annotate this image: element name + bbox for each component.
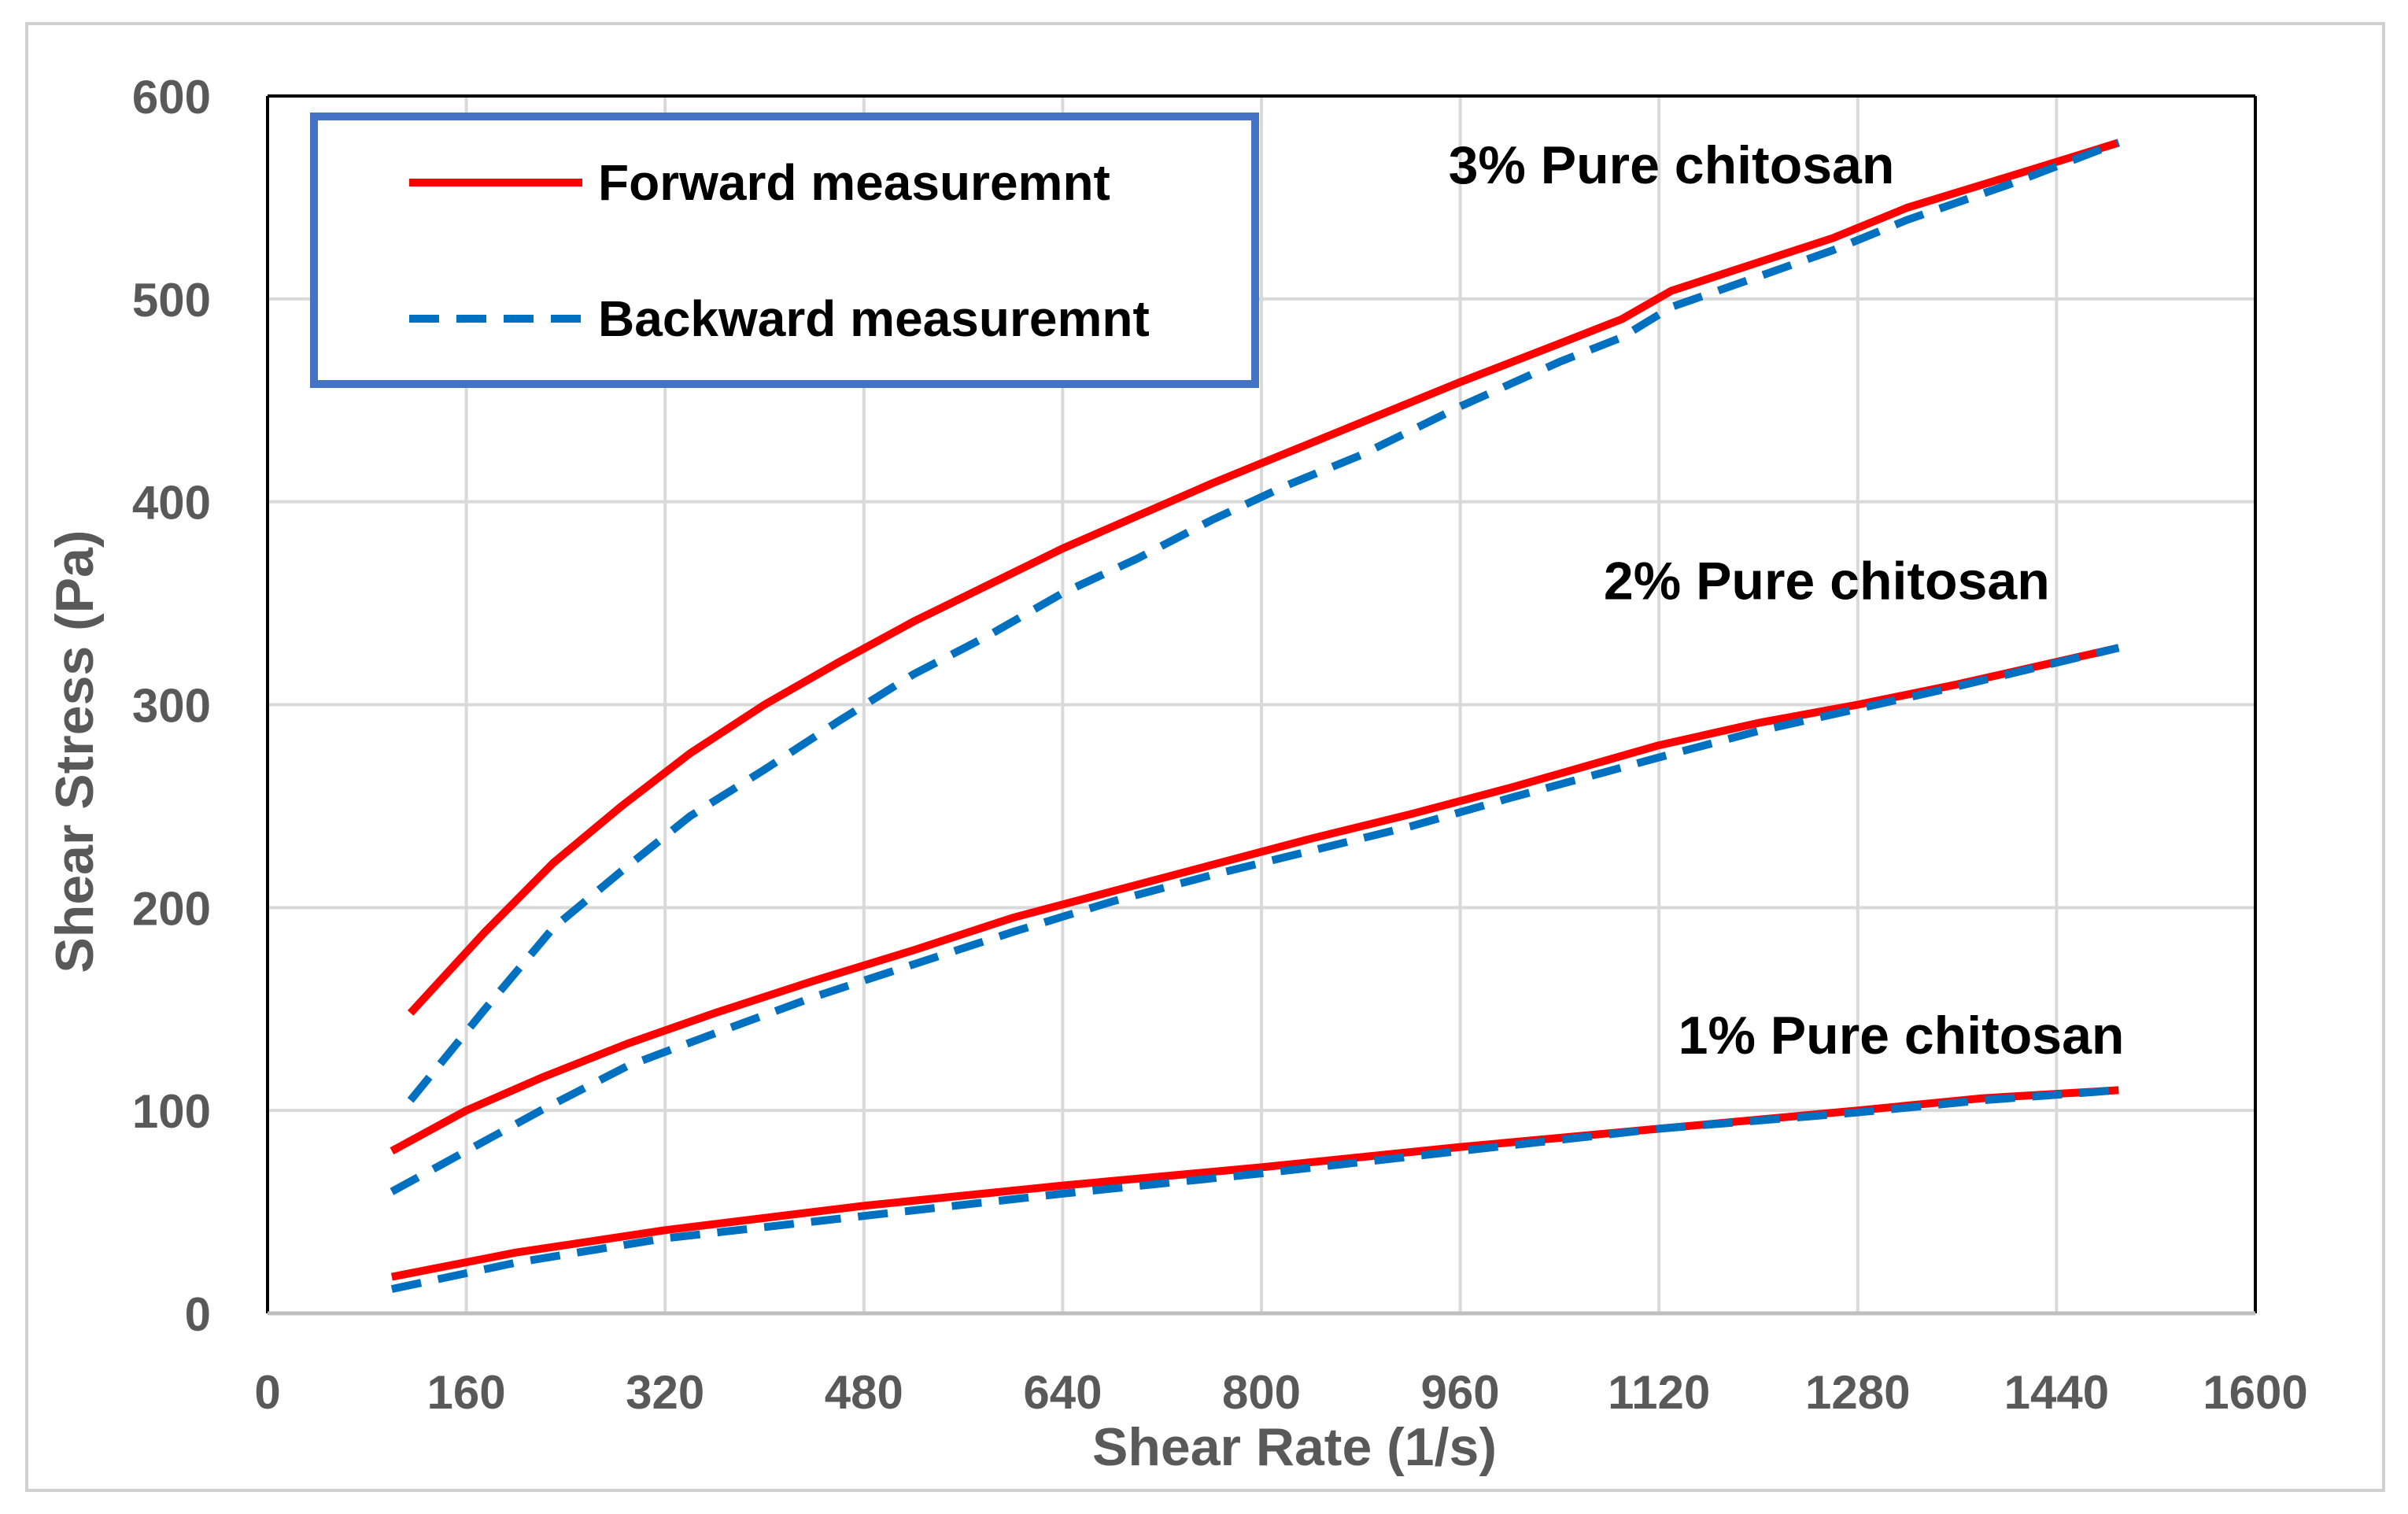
x-tick-label: 160: [427, 1366, 506, 1419]
y-tick-label: 100: [132, 1085, 211, 1138]
annotation-label: 3% Pure chitosan: [1449, 135, 1895, 195]
y-axis-title: Shear Stress (Pa): [45, 530, 105, 973]
y-tick-label: 600: [132, 71, 211, 124]
x-tick-label: 800: [1222, 1366, 1301, 1419]
legend: Forward measuremnt Backward measuremnt: [310, 113, 1259, 388]
series-line-3: [390, 644, 2120, 1195]
legend-box: [310, 113, 1259, 388]
y-tick-label: 400: [132, 477, 211, 530]
x-tick-label: 480: [825, 1366, 903, 1419]
y-tick-labels: 0 100 200 300 400 500 600: [132, 71, 211, 1341]
series-line-1: [407, 138, 2121, 1103]
x-tick-labels: 0 160 320 480 640 800 960 1120 1280 1440 1600: [254, 1366, 2307, 1419]
x-axis-title: Shear Rate (1/s): [1092, 1417, 1497, 1477]
x-tick-label: 0: [254, 1366, 280, 1419]
annotation-label: 2% Pure chitosan: [1604, 551, 2050, 611]
annotations: 3% Pure chitosan 2% Pure chitosan 1% Pure …: [1449, 135, 2125, 1065]
x-tick-label: 1600: [2203, 1366, 2307, 1419]
series-line-2: [390, 644, 2120, 1155]
y-tick-label: 500: [132, 274, 211, 327]
axes: [266, 94, 2257, 1316]
x-tick-label: 1120: [1608, 1366, 1710, 1419]
x-tick-label: 320: [626, 1366, 704, 1419]
y-tick-label: 200: [132, 882, 211, 935]
legend-backward-label: Backward measuremnt: [598, 290, 1150, 347]
x-tick-label: 640: [1023, 1366, 1102, 1419]
y-tick-label: 300: [132, 680, 211, 733]
series-line-5: [390, 1086, 2119, 1293]
series-line-0: [407, 138, 2120, 1016]
series-group: [390, 138, 2121, 1293]
x-tick-label: 1440: [2004, 1366, 2109, 1419]
annotation-label: 1% Pure chitosan: [1679, 1006, 2125, 1065]
x-tick-label: 960: [1421, 1366, 1500, 1419]
x-tick-label: 1280: [1805, 1366, 1910, 1419]
y-tick-label: 0: [185, 1288, 211, 1341]
legend-forward-label: Forward measuremnt: [598, 154, 1110, 211]
